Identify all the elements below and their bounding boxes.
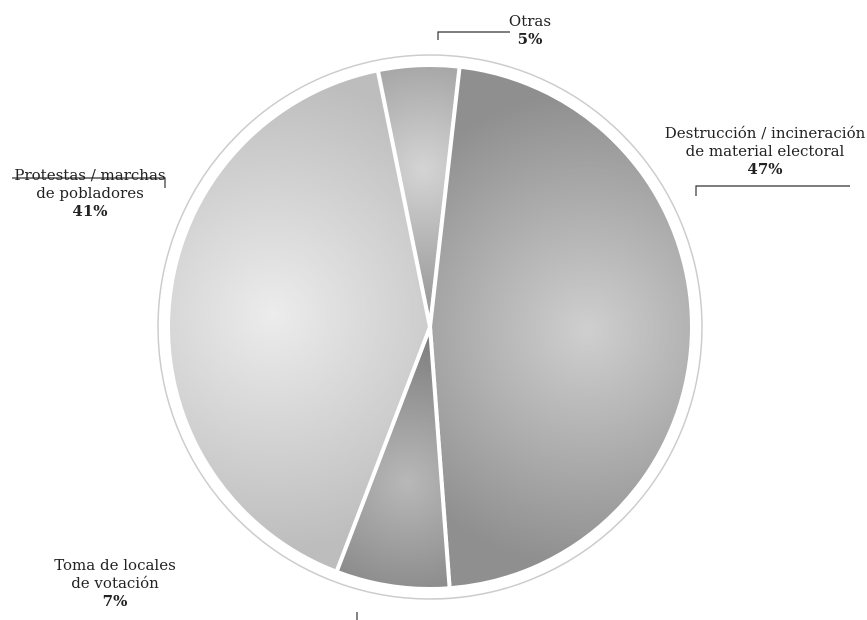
slice-label-otras-line-1: Otras (470, 12, 590, 30)
slice-label-protestas-line-2: de pobladores (10, 184, 170, 202)
leader-destruccion (696, 186, 850, 196)
pie-slice-destruccion (430, 67, 692, 589)
pie-slices (168, 65, 692, 589)
slice-label-protestas-line-1: Protestas / marchas (10, 166, 170, 184)
slice-value-destruccion: 47% (660, 160, 867, 178)
slice-value-otras: 5% (470, 30, 590, 48)
slice-label-toma: Toma de locales de votación 7% (35, 556, 195, 610)
slice-label-toma-line-1: Toma de locales (35, 556, 195, 574)
slice-label-protestas: Protestas / marchas de pobladores 41% (10, 166, 170, 220)
slice-label-toma-line-2: de votación (35, 574, 195, 592)
slice-value-toma: 7% (35, 592, 195, 610)
slice-label-otras: Otras 5% (470, 12, 590, 48)
slice-label-destruccion: Destrucción / incineración de material e… (660, 124, 867, 178)
slice-label-destruccion-line-2: de material electoral (660, 142, 867, 160)
slice-value-protestas: 41% (10, 202, 170, 220)
slice-label-destruccion-line-1: Destrucción / incineración (660, 124, 867, 142)
